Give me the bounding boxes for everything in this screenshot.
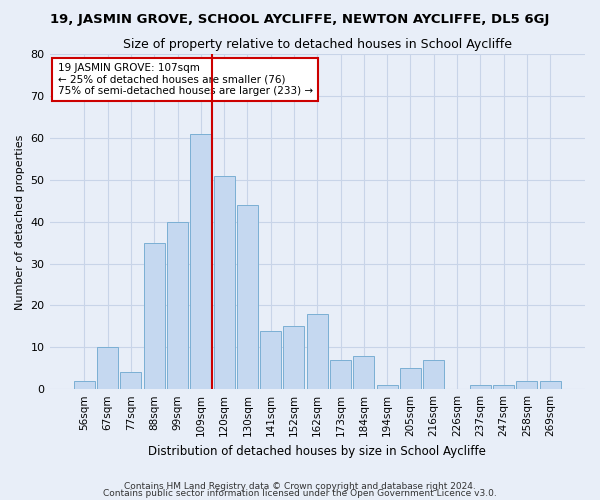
Bar <box>283 326 304 389</box>
Text: Contains public sector information licensed under the Open Government Licence v3: Contains public sector information licen… <box>103 489 497 498</box>
Text: 19, JASMIN GROVE, SCHOOL AYCLIFFE, NEWTON AYCLIFFE, DL5 6GJ: 19, JASMIN GROVE, SCHOOL AYCLIFFE, NEWTO… <box>50 12 550 26</box>
Bar <box>353 356 374 389</box>
Bar <box>400 368 421 389</box>
Bar <box>517 381 538 389</box>
Bar <box>121 372 142 389</box>
Bar <box>190 134 211 389</box>
Bar <box>260 330 281 389</box>
Title: Size of property relative to detached houses in School Aycliffe: Size of property relative to detached ho… <box>123 38 512 51</box>
Bar <box>307 314 328 389</box>
Bar <box>214 176 235 389</box>
Bar <box>423 360 444 389</box>
Bar <box>74 381 95 389</box>
Text: Contains HM Land Registry data © Crown copyright and database right 2024.: Contains HM Land Registry data © Crown c… <box>124 482 476 491</box>
X-axis label: Distribution of detached houses by size in School Aycliffe: Distribution of detached houses by size … <box>148 444 486 458</box>
Y-axis label: Number of detached properties: Number of detached properties <box>15 134 25 310</box>
Bar <box>167 222 188 389</box>
Bar <box>377 385 398 389</box>
Bar <box>493 385 514 389</box>
Bar <box>539 381 560 389</box>
Bar <box>330 360 351 389</box>
Bar <box>144 242 165 389</box>
Bar <box>237 205 258 389</box>
Bar <box>470 385 491 389</box>
Text: 19 JASMIN GROVE: 107sqm
← 25% of detached houses are smaller (76)
75% of semi-de: 19 JASMIN GROVE: 107sqm ← 25% of detache… <box>58 63 313 96</box>
Bar <box>97 348 118 389</box>
